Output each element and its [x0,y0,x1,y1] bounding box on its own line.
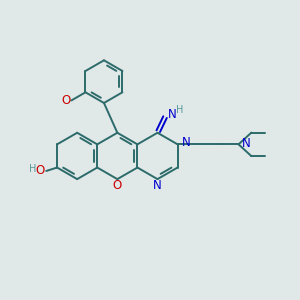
Text: N: N [168,107,177,121]
Text: O: O [35,164,44,178]
Text: N: N [153,178,162,192]
Text: O: O [113,178,122,192]
Text: N: N [242,137,250,150]
Text: H: H [176,105,183,115]
Text: H: H [29,164,37,175]
Text: N: N [182,136,191,149]
Text: O: O [61,94,70,107]
